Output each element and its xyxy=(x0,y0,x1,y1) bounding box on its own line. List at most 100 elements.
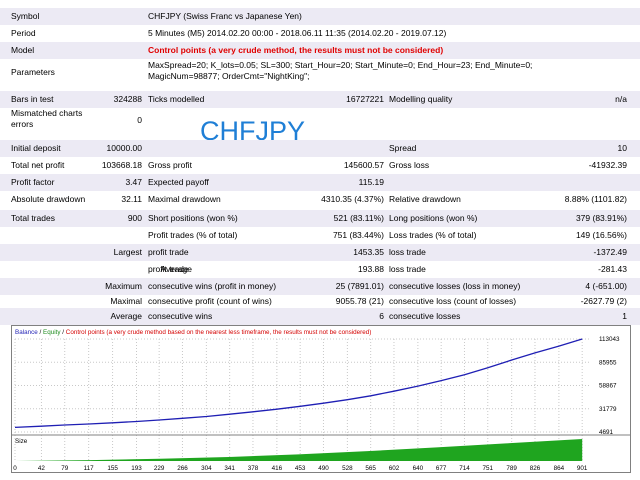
x-tick-label: 528 xyxy=(342,465,353,472)
x-tick-label: 826 xyxy=(530,465,541,472)
maximal-cons-profit-value: 9055.78 (21) xyxy=(335,296,384,306)
x-tick-label: 714 xyxy=(459,465,470,472)
largest-loss-value: -1372.49 xyxy=(593,247,627,257)
parameters-line2: MagicNum=98877; OrderCmt="NightKing"; xyxy=(148,71,310,81)
x-tick-label: 304 xyxy=(201,465,212,472)
x-axis-labels: 0 42 79 117 155 193 229 266 304 341 378 416 453 490 52… xyxy=(13,465,588,472)
average-label: Average xyxy=(160,264,192,274)
total-trades-value: 900 xyxy=(127,213,142,223)
x-tick-label: 901 xyxy=(577,465,588,472)
average-profit-label: profit trade xyxy=(148,264,189,274)
profit-factor-value: 3.47 xyxy=(125,177,142,187)
max-cons-wins-label: consecutive wins (profit in money) xyxy=(148,281,277,291)
x-tick-label: 565 xyxy=(365,465,376,472)
rel-drawdown-label: Relative drawdown xyxy=(389,194,461,204)
row-avg-consecutive: Average consecutive wins 6 consecutive l… xyxy=(0,308,640,325)
max-cons-wins-value: 25 (7891.01) xyxy=(335,281,384,291)
avg-label: Average xyxy=(110,311,142,321)
maximum-label: Maximum xyxy=(105,281,142,291)
row-model: Model Control points (a very crude metho… xyxy=(0,42,640,59)
initial-deposit-label: Initial deposit xyxy=(11,143,61,153)
spread-value: 10 xyxy=(617,143,627,153)
row-parameters: Parameters MaxSpread=20; K_lots=0.05; SL… xyxy=(0,59,640,87)
max-drawdown-value: 4310.35 (4.37%) xyxy=(321,194,384,204)
max-cons-losses-value: 4 (-651.00) xyxy=(585,281,627,291)
profit-factor-label: Profit factor xyxy=(11,177,55,187)
loss-trades-label: Loss trades (% of total) xyxy=(389,230,477,240)
x-tick-label: 79 xyxy=(61,465,69,472)
ticks-value: 16727221 xyxy=(346,94,384,104)
row-bars: Bars in test 324288 Ticks modelled 16727… xyxy=(0,91,640,108)
x-tick-label: 266 xyxy=(177,465,188,472)
initial-deposit-value: 10000.00 xyxy=(106,143,142,153)
bars-value: 324288 xyxy=(113,94,142,104)
gross-loss-label: Gross loss xyxy=(389,160,430,170)
model-label: Model xyxy=(11,45,35,55)
row-largest: Largest profit trade 1453.35 loss trade … xyxy=(0,244,640,261)
x-tick-label: 864 xyxy=(554,465,565,472)
chart-legend: Balance / Equity / Control points (a ver… xyxy=(15,329,371,336)
row-mismatch: Mismatched charts errors 0 xyxy=(0,108,640,136)
net-profit-label: Total net profit xyxy=(11,160,65,170)
spread-label: Spread xyxy=(389,143,417,153)
expected-payoff-value: 115.19 xyxy=(358,177,384,187)
row-symbol: Symbol CHFJPY (Swiss Franc vs Japanese Y… xyxy=(0,8,640,25)
row-total-trades: Total trades 900 Short positions (won %)… xyxy=(0,210,640,227)
x-tick-label: 789 xyxy=(506,465,517,472)
abs-drawdown-label: Absolute drawdown xyxy=(11,194,86,204)
x-tick-label: 229 xyxy=(154,465,165,472)
y-tick-label: 58867 xyxy=(599,383,617,390)
average-loss-value: -281.43 xyxy=(598,264,627,274)
quality-value: n/a xyxy=(615,94,627,104)
bars-label: Bars in test xyxy=(11,94,54,104)
long-label: Long positions (won %) xyxy=(389,213,478,223)
legend-sep2: / xyxy=(61,329,66,336)
balance-chart: Balance / Equity / Control points (a ver… xyxy=(11,325,631,473)
average-profit-value: 193.88 xyxy=(358,264,384,274)
largest-label: Largest xyxy=(113,247,142,257)
mismatch-label-1: Mismatched charts xyxy=(11,108,83,118)
maximal-cons-loss-value: -2627.79 (2) xyxy=(580,296,627,306)
y-axis-labels: 113043 85955 58867 31779 4691 xyxy=(599,336,620,436)
quality-label: Modelling quality xyxy=(389,94,453,104)
rel-drawdown-value: 8.88% (1101.82) xyxy=(564,194,627,204)
gross-loss-value: -41932.39 xyxy=(588,160,627,170)
profit-trades-label: Profit trades (% of total) xyxy=(148,230,238,240)
chart-grid xyxy=(14,338,591,461)
profit-trades-value: 751 (83.44%) xyxy=(332,230,384,240)
period-label: Period xyxy=(11,28,36,38)
row-profit-trades: Profit trades (% of total) 751 (83.44%) … xyxy=(0,227,640,244)
symbol-value: CHFJPY (Swiss Franc vs Japanese Yen) xyxy=(148,11,302,21)
row-drawdown: Absolute drawdown 32.11 Maximal drawdown… xyxy=(0,191,640,208)
largest-profit-value: 1453.35 xyxy=(353,247,384,257)
avg-cons-wins-label: consecutive wins xyxy=(148,311,213,321)
symbol-label: Symbol xyxy=(11,11,40,21)
y-tick-label: 4691 xyxy=(599,429,614,436)
legend-balance: Balance xyxy=(15,329,38,336)
legend-sep1: / xyxy=(38,329,43,336)
period-value: 5 Minutes (M5) 2014.02.20 00:00 - 2018.0… xyxy=(148,28,447,38)
gross-profit-label: Gross profit xyxy=(148,160,192,170)
y-tick-label: 113043 xyxy=(599,336,620,343)
test-report: Symbol CHFJPY (Swiss Franc vs Japanese Y… xyxy=(0,8,640,325)
balance-line xyxy=(14,338,583,429)
row-profit-factor: Profit factor 3.47 Expected payoff 115.1… xyxy=(0,174,640,191)
x-tick-label: 490 xyxy=(318,465,329,472)
x-tick-label: 640 xyxy=(413,465,424,472)
avg-cons-losses-label: consecutive losses xyxy=(389,311,461,321)
max-drawdown-label: Maximal drawdown xyxy=(148,194,221,204)
short-value: 521 (83.11%) xyxy=(333,213,384,223)
expected-payoff-label: Expected payoff xyxy=(148,177,209,187)
row-period: Period 5 Minutes (M5) 2014.02.20 00:00 -… xyxy=(0,25,640,42)
long-value: 379 (83.91%) xyxy=(575,213,627,223)
mismatch-value: 0 xyxy=(137,115,142,125)
ticks-label: Ticks modelled xyxy=(148,94,205,104)
short-label: Short positions (won %) xyxy=(148,213,238,223)
x-tick-label: 416 xyxy=(272,465,283,472)
x-tick-label: 378 xyxy=(248,465,259,472)
average-loss-label: loss trade xyxy=(389,264,426,274)
row-initial-deposit: Initial deposit 10000.00 Spread 10 xyxy=(0,140,640,157)
size-panel-label: Size xyxy=(15,438,28,445)
largest-profit-label: profit trade xyxy=(148,247,189,257)
parameters-line1: MaxSpread=20; K_lots=0.05; SL=300; Start… xyxy=(148,60,533,70)
